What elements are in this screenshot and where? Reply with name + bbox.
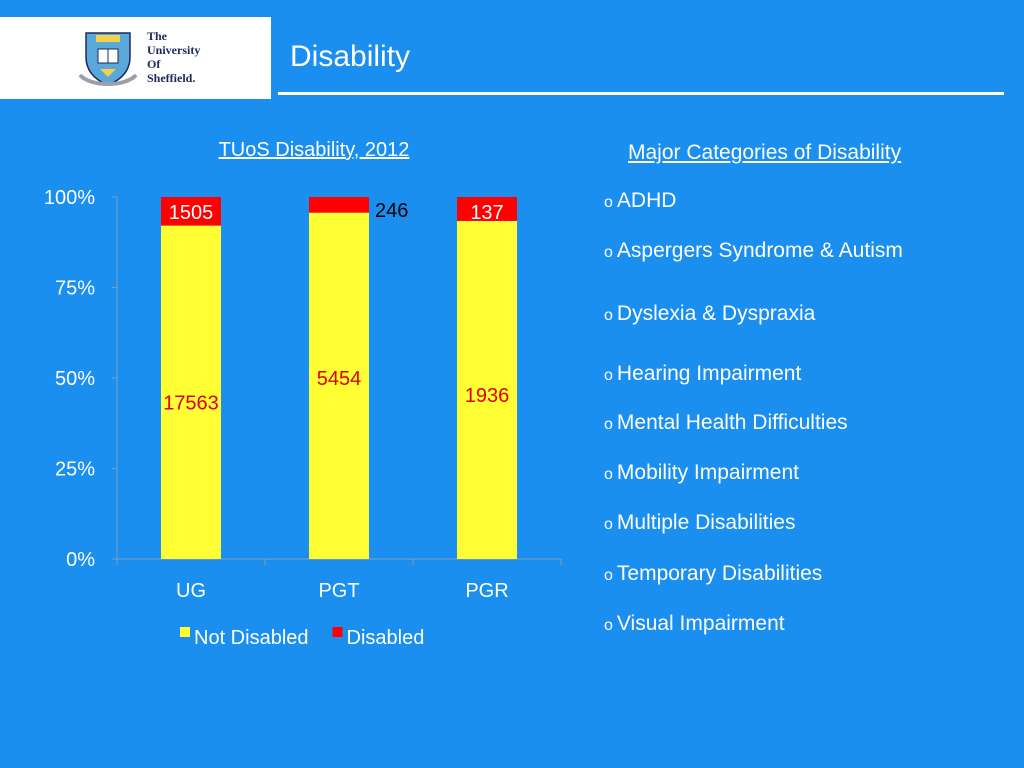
x-tick-label: PGT: [318, 580, 359, 602]
data-label-not-disabled: 5454: [317, 368, 362, 390]
category-item: o Dyslexia & Dyspraxia: [604, 302, 816, 325]
category-item: o Multiple Disabilities: [604, 511, 796, 534]
legend-label: Disabled: [347, 627, 425, 649]
category-item: o Visual Impairment: [604, 612, 785, 635]
university-wordmark: The University Of Sheffield.: [147, 29, 201, 85]
bar-disabled: [309, 197, 369, 213]
category-item: o Hearing Impairment: [604, 362, 802, 385]
university-crest-icon: [78, 32, 138, 86]
bar-not-disabled: [309, 212, 369, 559]
y-tick-label: 75%: [55, 278, 95, 300]
university-logo: The University Of Sheffield.: [0, 17, 271, 99]
data-label-not-disabled: 17563: [163, 392, 219, 414]
y-tick-label: 50%: [55, 368, 95, 390]
x-tick-label: UG: [176, 580, 206, 602]
y-tick-label: 0%: [66, 549, 95, 571]
page-title: Disability: [290, 40, 411, 73]
y-tick-label: 25%: [55, 459, 95, 481]
data-label-disabled: 246: [375, 200, 408, 222]
legend-label: Not Disabled: [194, 627, 309, 649]
x-tick-label: PGR: [465, 580, 508, 602]
category-item: o Mental Health Difficulties: [604, 411, 848, 434]
bar-disabled: [457, 197, 517, 221]
bar-not-disabled: [457, 220, 517, 560]
category-item: o Mobility Impairment: [604, 461, 799, 484]
y-tick-label: 100%: [44, 187, 95, 209]
data-label-not-disabled: 1936: [465, 385, 510, 407]
legend-swatch: [332, 627, 343, 637]
category-item: o ADHD: [604, 189, 677, 212]
categories-title: Major Categories of Disability: [628, 141, 902, 164]
chart-title: TUoS Disability, 2012: [219, 139, 410, 161]
data-label-disabled: 1505: [169, 202, 214, 224]
bar-disabled: [161, 197, 221, 226]
title-rule: [278, 92, 1004, 95]
category-item: o Temporary Disabilities: [604, 562, 823, 585]
bar-not-disabled: [161, 225, 221, 559]
data-label-disabled: 137: [470, 202, 503, 224]
legend-swatch: [180, 627, 190, 637]
category-item: o Aspergers Syndrome & Autism: [604, 239, 903, 262]
